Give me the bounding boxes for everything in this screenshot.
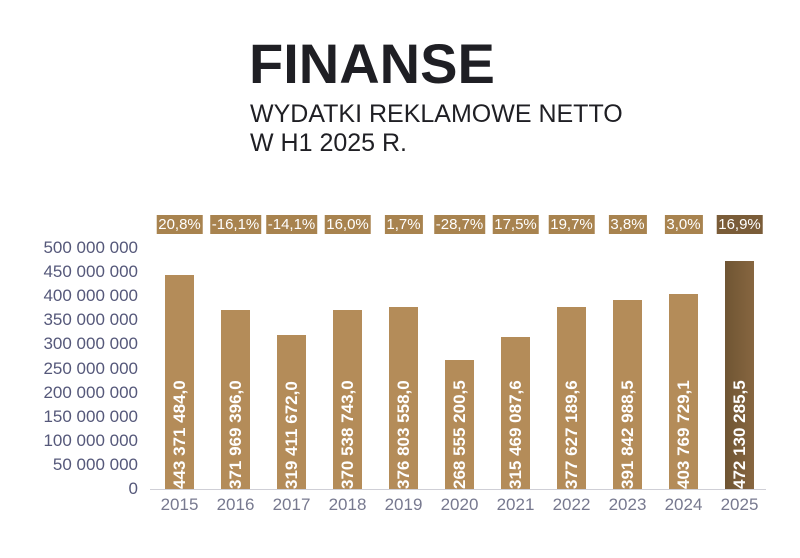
- bar-value-label: 443 371 484,0: [170, 380, 189, 489]
- bar-value-label: 403 769 729,1: [674, 380, 693, 489]
- change-badge: -16,1%: [209, 215, 262, 234]
- y-tick-label: 400 000 000: [43, 286, 138, 306]
- bar-2015: 443 371 484,0: [165, 275, 194, 489]
- bar-value-label: 315 469 087,6: [506, 380, 525, 489]
- subtitle-line-1: WYDATKI REKLAMOWE NETTO: [250, 100, 623, 128]
- change-badge: 16,0%: [324, 215, 371, 234]
- bar-2024: 403 769 729,1: [669, 294, 698, 489]
- y-tick-label: 250 000 000: [43, 358, 138, 378]
- bar-2023: 391 842 988,5: [613, 300, 642, 489]
- change-badge: 1,7%: [384, 215, 423, 234]
- x-tick-label: 2015: [160, 495, 199, 514]
- x-tick-label: 2021: [496, 495, 535, 514]
- y-tick-label: 200 000 000: [43, 382, 138, 402]
- x-tick-label: 2020: [440, 495, 479, 514]
- bar-value-label: 370 538 743,0: [338, 380, 357, 489]
- bar-value-label: 371 969 396,0: [226, 380, 245, 489]
- chart-subtitle: WYDATKI REKLAMOWE NETTO W H1 2025 R.: [250, 100, 623, 158]
- chart-title: FINANSE: [249, 32, 495, 95]
- x-tick-label: 2019: [384, 495, 423, 514]
- bar-2017: 319 411 672,0: [277, 335, 306, 489]
- change-badge: -28,7%: [433, 215, 486, 234]
- y-tick-label: 100 000 000: [43, 430, 138, 450]
- bar-2025: 472 130 285,5: [725, 261, 754, 489]
- y-tick-label: 50 000 000: [52, 454, 138, 474]
- bar-value-label: 391 842 988,5: [618, 380, 637, 489]
- bar-value-label: 319 411 672,0: [282, 381, 301, 489]
- bar-value-label: 376 803 558,0: [394, 380, 413, 489]
- x-tick-label: 2016: [216, 495, 255, 514]
- x-tick-label: 2017: [272, 495, 311, 514]
- bar-2018: 370 538 743,0: [333, 310, 362, 489]
- y-tick-label: 350 000 000: [43, 310, 138, 330]
- x-tick-label: 2025: [720, 495, 759, 514]
- y-tick-label: 500 000 000: [43, 238, 138, 257]
- bar-2021: 315 469 087,6: [501, 336, 530, 489]
- x-tick-label: 2018: [328, 495, 367, 514]
- bar-2022: 377 627 189,6: [557, 306, 586, 489]
- bar-value-label: 268 555 200,5: [450, 380, 469, 489]
- y-tick-label: 450 000 000: [43, 262, 138, 282]
- change-badge: 20,8%: [156, 215, 203, 234]
- bar-2020: 268 555 200,5: [445, 359, 474, 489]
- y-tick-label: 0: [128, 479, 138, 498]
- change-badge: 17,5%: [492, 215, 539, 234]
- bar-value-label: 377 627 189,6: [562, 380, 581, 489]
- subtitle-line-2: W H1 2025 R.: [250, 129, 408, 157]
- bar-value-label: 472 130 285,5: [730, 380, 749, 489]
- change-badge: 3,8%: [608, 215, 647, 234]
- change-badge: 16,9%: [716, 215, 763, 234]
- y-tick-label: 150 000 000: [43, 406, 138, 426]
- bar-2016: 371 969 396,0: [221, 309, 250, 489]
- y-tick-label: 300 000 000: [43, 334, 138, 354]
- change-badge: 3,0%: [664, 215, 703, 234]
- change-badge: -14,1%: [265, 215, 318, 234]
- x-tick-label: 2022: [552, 495, 591, 514]
- change-badge: 19,7%: [548, 215, 595, 234]
- x-tick-label: 2023: [608, 495, 647, 514]
- x-tick-label: 2024: [664, 495, 703, 514]
- bar-2019: 376 803 558,0: [389, 307, 418, 489]
- x-axis-line: [150, 489, 766, 490]
